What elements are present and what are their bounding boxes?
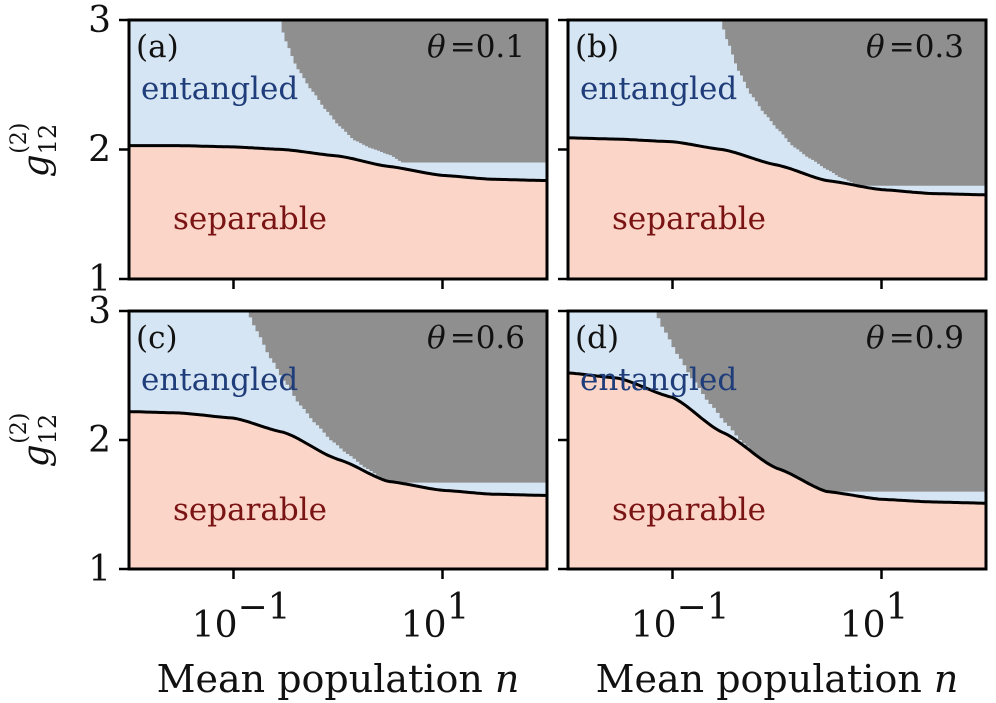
panels-group: 1 2 3 (a) θ =0.1 entangled separable (b) θ =0.3 ent… <box>88 0 988 646</box>
x-tick-label: 10 <box>631 605 677 646</box>
unphysical-region <box>245 311 547 569</box>
panel-plot-area <box>568 20 986 279</box>
x-tick-label: 10 <box>192 605 238 646</box>
y-axis-label: g12(2) <box>7 123 62 178</box>
x-axis-label: Mean population n <box>157 657 520 701</box>
separable-region <box>568 137 986 279</box>
y-tick-label: 3 <box>88 291 111 332</box>
separable-region <box>129 411 547 569</box>
panel-label: (d) <box>575 320 619 356</box>
entangled-label: entangled <box>580 71 737 107</box>
theta-label: θ =0.6 <box>427 320 525 356</box>
panel-b: (b) θ =0.3 entangled separable <box>558 18 988 289</box>
boundary-curve <box>129 144 547 183</box>
y-tick-label: 1 <box>88 259 111 300</box>
boundary-curve <box>568 136 986 197</box>
separable-region <box>568 372 986 569</box>
panel-label: (b) <box>575 29 619 65</box>
boundary-curve <box>568 371 986 505</box>
y-tick-label: 3 <box>88 0 111 41</box>
entangled-label: entangled <box>141 71 298 107</box>
separable-label: separable <box>612 201 766 237</box>
panel-a: 1 2 3 (a) θ =0.1 entangled separable <box>88 0 549 300</box>
x-tick-exponent: −1 <box>238 587 291 628</box>
separable-region <box>129 145 547 279</box>
x-tick-label: 10 <box>840 605 886 646</box>
separable-label: separable <box>173 492 327 528</box>
theta-label: θ =0.1 <box>427 29 525 65</box>
x-tick-exponent: 1 <box>886 587 909 628</box>
panel-label: (c) <box>136 320 178 356</box>
x-axis-label: Mean population n <box>596 657 959 701</box>
x-tick-label: 10 <box>401 605 447 646</box>
entangled-label: entangled <box>580 362 737 398</box>
unphysical-region <box>652 311 986 569</box>
panel-label: (a) <box>136 29 179 65</box>
panel-plot-area <box>129 20 547 279</box>
entangled-label: entangled <box>141 362 298 398</box>
y-tick-label: 2 <box>88 130 111 171</box>
theta-label: θ =0.9 <box>866 320 964 356</box>
y-tick-label: 2 <box>88 420 111 461</box>
y-axis-label: g12(2) <box>7 413 62 468</box>
unphysical-region <box>278 20 547 279</box>
axis-labels-group: g12(2) g12(2) Mean population n Mean popula… <box>7 123 958 701</box>
y-tick-label: 1 <box>88 549 111 590</box>
separable-label: separable <box>173 201 327 237</box>
boundary-curve <box>129 410 547 497</box>
panel-plot-area <box>568 311 986 569</box>
x-tick-exponent: 1 <box>447 587 470 628</box>
theta-label: θ =0.3 <box>866 29 964 65</box>
panel-plot-area <box>129 311 547 569</box>
separable-label: separable <box>612 492 766 528</box>
x-tick-exponent: −1 <box>677 587 730 628</box>
unphysical-region <box>719 20 986 279</box>
